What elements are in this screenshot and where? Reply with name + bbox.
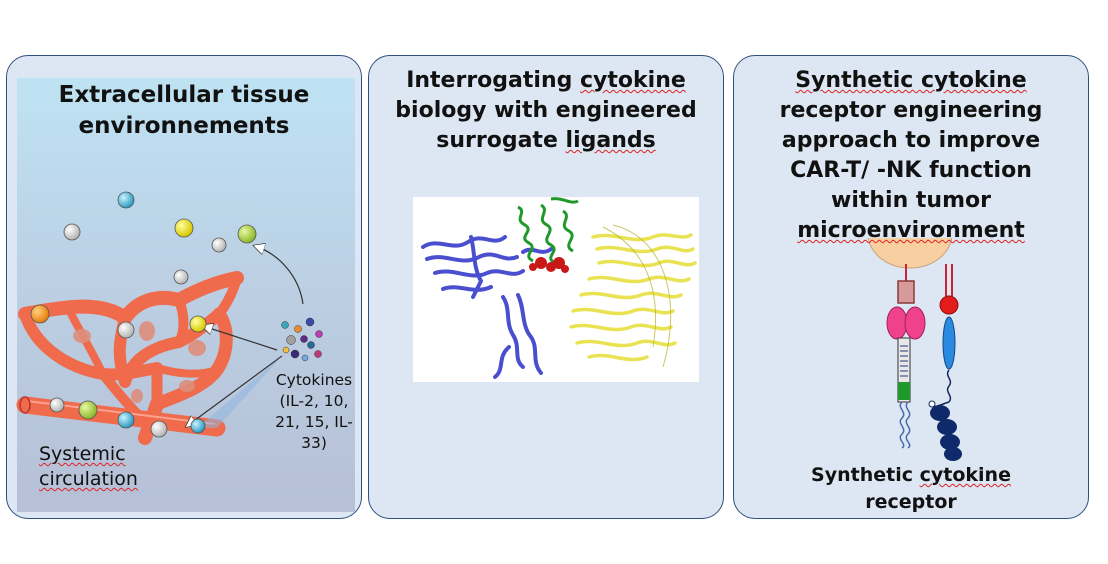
systemic-circulation-label: Systemic circulation [39, 443, 138, 490]
synthetic-receptor-panel: Synthetic cytokine receptor engineering … [733, 55, 1089, 519]
cytokine-sphere-icon [117, 321, 135, 339]
surrogate-ligands-panel: Interrogating cytokine biology with engi… [368, 55, 724, 519]
title-text: ligands [565, 128, 656, 153]
tissue-panel: Extracellular tissue environnements Syst… [6, 55, 362, 519]
cytokine-sphere-icon [190, 418, 206, 434]
surrogate-panel-title: Interrogating cytokine biology with engi… [369, 66, 723, 156]
cytokine-sphere-icon [78, 400, 98, 420]
blood-vessel-network-illustration [16, 191, 323, 445]
cytokine-sphere-icon [30, 304, 50, 324]
protein-structure-image [413, 197, 699, 382]
title-text: Synthetic cytokine [795, 68, 1027, 93]
cytokine-sphere-icon [117, 191, 135, 209]
caption-text: Synthetic [811, 464, 920, 486]
cytokine-sphere-icon [211, 237, 227, 253]
caption-text: receptor [865, 491, 957, 513]
caption-text: cytokine [919, 464, 1011, 486]
synthetic-panel-title: Synthetic cytokine receptor engineering … [734, 66, 1088, 246]
tissue-panel-title: Extracellular tissue environnements [58, 82, 310, 139]
synthetic-receptor-illustration [854, 192, 974, 461]
cytokine-sphere-icon [189, 315, 207, 333]
car-receptor-icon [886, 264, 926, 449]
cytokine-sphere-icon [117, 411, 135, 429]
cytokine-sphere-icon [173, 269, 189, 285]
cytokine-sphere-icon [63, 223, 81, 241]
title-text: receptor engineering approach to improve… [779, 98, 1043, 213]
cytokine-sphere-icon [150, 420, 168, 438]
cytokine-sphere-icon [174, 218, 194, 238]
cytokine-sphere-icon [49, 397, 65, 413]
title-text: cytokine [580, 68, 686, 93]
cytokine-cluster [281, 317, 323, 362]
cytokine-sphere-icon [237, 224, 257, 244]
title-text: biology with engineered surrogate [395, 98, 697, 153]
cytokines-label: Cytokines (IL-2, 10, 21, 15, IL-33) [275, 371, 353, 452]
title-text: Interrogating [406, 68, 581, 93]
synthetic-receptor-caption: Synthetic cytokine receptor [734, 462, 1088, 516]
cytokine-receptor-icon [928, 264, 962, 461]
title-text: microenvironment [797, 218, 1025, 243]
